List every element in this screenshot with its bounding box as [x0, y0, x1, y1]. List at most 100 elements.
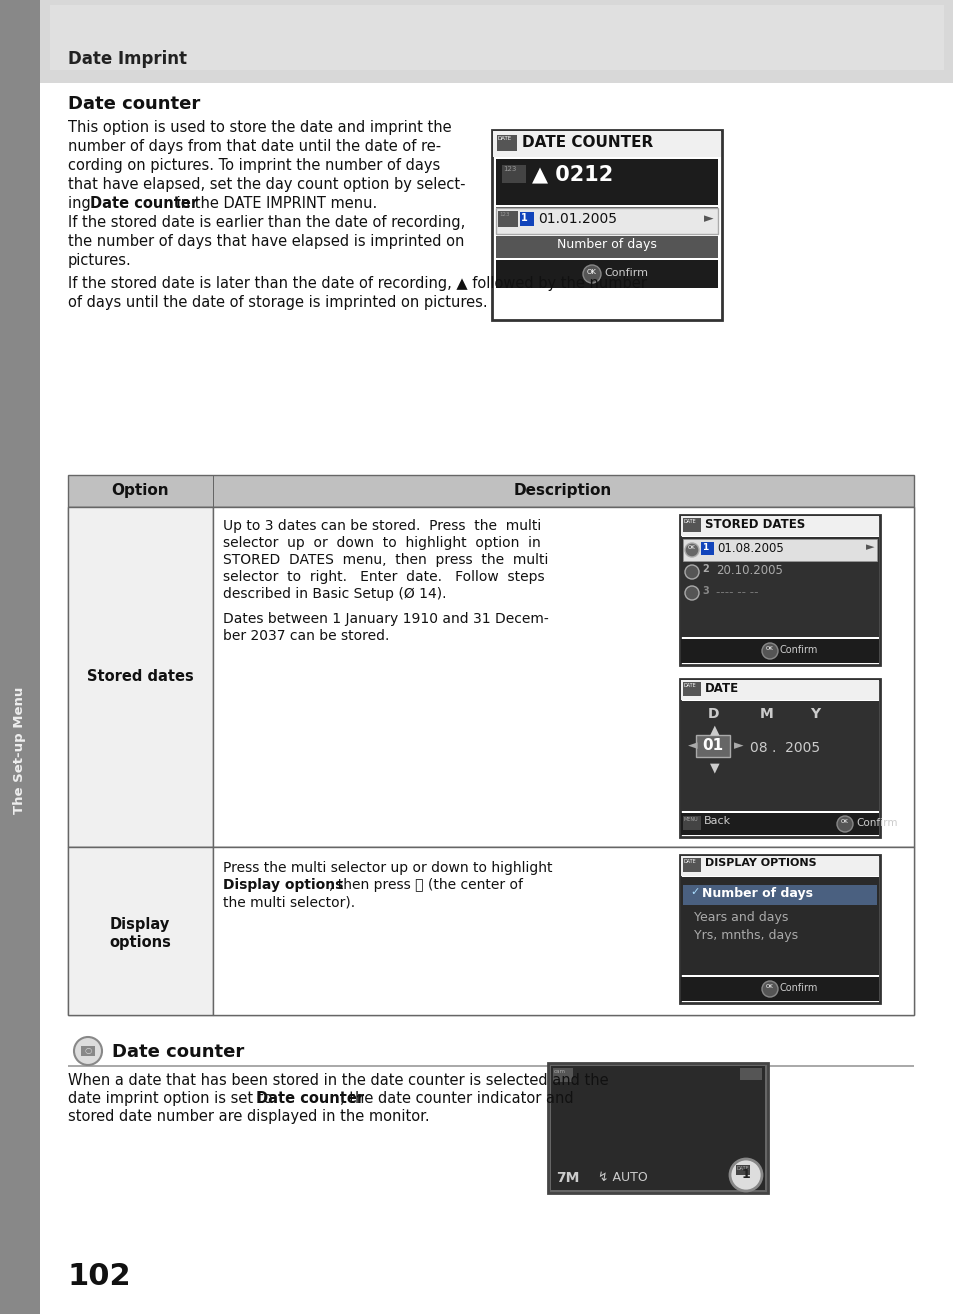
- Bar: [497, 135, 517, 151]
- Text: DATE COUNTER: DATE COUNTER: [521, 135, 653, 150]
- Bar: [68, 848, 913, 1014]
- Text: Back: Back: [703, 816, 730, 827]
- Text: DISPLAY OPTIONS: DISPLAY OPTIONS: [704, 858, 816, 869]
- Bar: [40, 64, 953, 83]
- Bar: [682, 539, 876, 561]
- Text: 2: 2: [701, 564, 708, 574]
- Text: OK: OK: [687, 545, 695, 551]
- Bar: [740, 1068, 761, 1080]
- Bar: [682, 858, 700, 872]
- Bar: [679, 515, 879, 665]
- Bar: [213, 848, 913, 1014]
- Text: of days until the date of storage is imprinted on pictures.: of days until the date of storage is imp…: [68, 296, 487, 310]
- Text: ▲ 0212: ▲ 0212: [532, 164, 613, 184]
- Text: Y: Y: [809, 707, 820, 721]
- Text: M: M: [760, 707, 773, 721]
- Text: date imprint option is set to: date imprint option is set to: [68, 1091, 276, 1106]
- Text: If the stored date is earlier than the date of recording,: If the stored date is earlier than the d…: [68, 215, 465, 230]
- Text: 20.10.2005: 20.10.2005: [716, 564, 782, 577]
- Text: OK: OK: [765, 984, 773, 989]
- Text: 08 .  2005: 08 . 2005: [749, 741, 820, 756]
- Bar: [680, 813, 878, 834]
- Text: Yrs, mnths, days: Yrs, mnths, days: [693, 929, 798, 942]
- Bar: [735, 1166, 749, 1175]
- Text: Years and days: Years and days: [693, 911, 787, 924]
- Bar: [40, 0, 953, 75]
- Text: 7M: 7M: [556, 1171, 578, 1185]
- Text: OK: OK: [765, 646, 773, 650]
- Bar: [496, 208, 718, 234]
- Text: 123: 123: [502, 166, 516, 172]
- Text: options: options: [109, 936, 171, 950]
- Text: Press the multi selector up or down to highlight: Press the multi selector up or down to h…: [223, 861, 552, 875]
- Text: Up to 3 dates can be stored.  Press  the  multi: Up to 3 dates can be stored. Press the m…: [223, 519, 540, 533]
- Text: DATE: DATE: [683, 859, 696, 865]
- Bar: [68, 474, 913, 507]
- Bar: [68, 507, 913, 848]
- Text: in the DATE IMPRINT menu.: in the DATE IMPRINT menu.: [172, 196, 376, 212]
- Circle shape: [761, 982, 778, 997]
- Bar: [68, 848, 213, 1014]
- Bar: [680, 537, 878, 637]
- Text: STORED  DATES  menu,  then  press  the  multi: STORED DATES menu, then press the multi: [223, 553, 548, 568]
- Text: stored date number are displayed in the monitor.: stored date number are displayed in the …: [68, 1109, 429, 1123]
- Text: If the stored date is later than the date of recording, ▲ followed by the number: If the stored date is later than the dat…: [68, 276, 646, 290]
- Circle shape: [684, 586, 699, 600]
- Text: ▼: ▼: [709, 761, 719, 774]
- Text: Confirm: Confirm: [780, 645, 818, 654]
- Text: the number of days that have elapsed is imprinted on: the number of days that have elapsed is …: [68, 234, 464, 248]
- Text: DATE: DATE: [683, 683, 696, 689]
- Text: Confirm: Confirm: [855, 819, 897, 828]
- Text: 123: 123: [498, 212, 509, 217]
- Bar: [519, 212, 534, 226]
- Text: DATE: DATE: [497, 137, 512, 141]
- Bar: [680, 978, 878, 1001]
- Text: Date counter: Date counter: [255, 1091, 364, 1106]
- Text: ---- -- --: ---- -- --: [716, 586, 758, 599]
- Text: ▲: ▲: [709, 723, 719, 736]
- Bar: [682, 816, 700, 830]
- Text: Option: Option: [112, 484, 169, 498]
- Bar: [68, 507, 213, 848]
- Text: ►: ►: [865, 541, 874, 552]
- Text: Dates between 1 January 1910 and 31 Decem-: Dates between 1 January 1910 and 31 Dece…: [223, 612, 548, 625]
- Text: Confirm: Confirm: [780, 983, 818, 993]
- Bar: [682, 886, 876, 905]
- Bar: [501, 166, 525, 183]
- Text: that have elapsed, set the day count option by select-: that have elapsed, set the day count opt…: [68, 177, 465, 192]
- Circle shape: [684, 543, 699, 557]
- Text: STORED DATES: STORED DATES: [704, 518, 804, 531]
- Text: Date Imprint: Date Imprint: [68, 50, 187, 68]
- Text: Confirm: Confirm: [603, 268, 647, 279]
- Text: 102: 102: [68, 1261, 132, 1290]
- Text: 3: 3: [701, 586, 708, 597]
- Text: 1: 1: [740, 1168, 750, 1181]
- Text: selector  up  or  down  to  highlight  option  in: selector up or down to highlight option …: [223, 536, 540, 551]
- Circle shape: [836, 816, 852, 832]
- Bar: [553, 1068, 573, 1081]
- Bar: [497, 212, 517, 227]
- Text: MENU: MENU: [683, 817, 698, 823]
- Text: ✓: ✓: [689, 887, 699, 897]
- Text: Number of days: Number of days: [557, 238, 657, 251]
- Text: This option is used to store the date and imprint the: This option is used to store the date an…: [68, 120, 451, 135]
- Text: , then press Ⓢ (the center of: , then press Ⓢ (the center of: [329, 878, 522, 892]
- Text: Stored dates: Stored dates: [87, 669, 193, 685]
- Bar: [700, 541, 713, 555]
- Text: OK: OK: [841, 819, 848, 824]
- Text: 01.01.2005: 01.01.2005: [537, 212, 617, 226]
- Text: The Set-up Menu: The Set-up Menu: [13, 686, 27, 813]
- Text: pictures.: pictures.: [68, 254, 132, 268]
- Bar: [493, 131, 720, 156]
- Bar: [682, 518, 700, 532]
- Text: DATE: DATE: [683, 519, 696, 524]
- Bar: [0, 0, 40, 1314]
- Circle shape: [74, 1037, 102, 1066]
- Circle shape: [582, 265, 600, 283]
- Bar: [680, 516, 878, 536]
- Bar: [50, 5, 943, 70]
- Text: , the date counter indicator and: , the date counter indicator and: [339, 1091, 573, 1106]
- Text: DATE: DATE: [704, 682, 739, 695]
- Bar: [679, 679, 879, 837]
- Text: Date counter: Date counter: [112, 1043, 244, 1060]
